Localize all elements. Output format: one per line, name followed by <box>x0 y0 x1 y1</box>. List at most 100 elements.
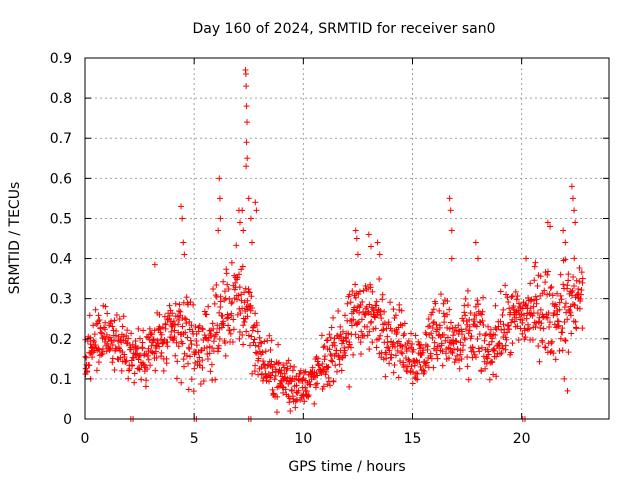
data-point <box>376 275 383 282</box>
data-point <box>556 306 563 313</box>
data-point <box>350 351 357 358</box>
data-point <box>289 367 296 374</box>
data-point <box>373 344 380 351</box>
data-point <box>147 329 154 336</box>
data-point <box>489 359 496 366</box>
data-point <box>295 387 302 394</box>
data-point <box>377 307 384 314</box>
x-tick-label: 0 <box>81 431 90 447</box>
data-point <box>166 302 173 309</box>
data-point <box>377 332 384 339</box>
data-point <box>519 330 526 337</box>
data-point <box>505 298 512 305</box>
data-point <box>169 310 176 317</box>
data-point <box>91 331 98 338</box>
data-point <box>373 298 380 305</box>
data-point <box>542 344 549 351</box>
data-point <box>346 383 353 390</box>
data-point <box>540 325 547 332</box>
data-point <box>524 321 531 328</box>
x-tick-labels: 0 5 10 15 20 <box>81 431 531 447</box>
y-tick-labels: 0 0.1 0.2 0.3 0.4 0.5 0.6 0.7 0.8 0.9 <box>50 51 72 428</box>
data-point <box>523 315 530 322</box>
data-point <box>180 356 187 363</box>
data-point <box>222 352 229 359</box>
data-point <box>175 343 182 350</box>
data-point <box>307 381 314 388</box>
data-point <box>90 322 97 329</box>
data-point <box>490 346 497 353</box>
data-point <box>131 370 138 377</box>
data-point <box>157 353 164 360</box>
data-point <box>269 369 276 376</box>
data-point <box>375 335 382 342</box>
data-point <box>183 294 190 301</box>
data-point <box>190 301 197 308</box>
data-point <box>172 352 179 359</box>
data-point <box>509 340 516 347</box>
data-point <box>275 360 282 367</box>
data-point <box>217 215 224 222</box>
data-point <box>286 399 293 406</box>
data-point <box>560 281 567 288</box>
data-point <box>464 363 471 370</box>
data-point <box>577 295 584 302</box>
data-point <box>385 344 392 351</box>
data-point <box>120 313 127 320</box>
data-point <box>515 307 522 314</box>
data-point <box>99 335 106 342</box>
data-point <box>391 315 398 322</box>
data-point <box>98 330 105 337</box>
data-point <box>475 255 481 262</box>
data-point <box>527 280 534 287</box>
data-point <box>166 315 173 322</box>
data-point <box>383 355 390 362</box>
data-point <box>433 351 440 358</box>
data-point <box>457 339 464 346</box>
data-point <box>108 318 115 325</box>
data-point <box>455 357 462 364</box>
data-point <box>529 336 536 343</box>
data-point <box>529 312 536 319</box>
data-point <box>150 336 157 343</box>
data-point <box>428 330 435 337</box>
data-point <box>216 175 223 182</box>
data-point <box>92 306 99 313</box>
data-point <box>244 313 251 320</box>
data-point <box>129 341 136 348</box>
data-point <box>261 338 268 345</box>
data-point <box>422 360 429 367</box>
data-point <box>314 358 321 365</box>
data-point <box>293 382 300 389</box>
data-point <box>315 355 322 362</box>
plot-frame <box>84 57 610 420</box>
data-point <box>158 331 165 338</box>
data-point <box>213 329 220 336</box>
data-point <box>252 310 259 317</box>
data-point <box>537 273 544 280</box>
data-point <box>562 337 569 344</box>
data-point <box>236 271 243 278</box>
data-point <box>139 339 146 346</box>
data-point <box>408 330 415 337</box>
data-point <box>571 207 578 214</box>
data-point <box>210 325 217 332</box>
data-point <box>210 338 217 345</box>
data-point <box>193 342 200 349</box>
data-point <box>115 333 122 340</box>
data-point <box>302 384 309 391</box>
data-point <box>113 328 120 335</box>
data-point <box>523 302 530 309</box>
data-point <box>216 336 223 342</box>
data-point <box>490 371 497 378</box>
data-point <box>408 363 415 370</box>
data-point <box>532 259 539 266</box>
data-point <box>464 354 471 361</box>
data-point <box>538 320 545 327</box>
data-point <box>561 375 568 382</box>
data-point <box>256 334 263 341</box>
data-point <box>441 331 448 338</box>
data-point <box>86 362 93 369</box>
data-point <box>188 376 195 383</box>
data-point <box>480 353 487 360</box>
